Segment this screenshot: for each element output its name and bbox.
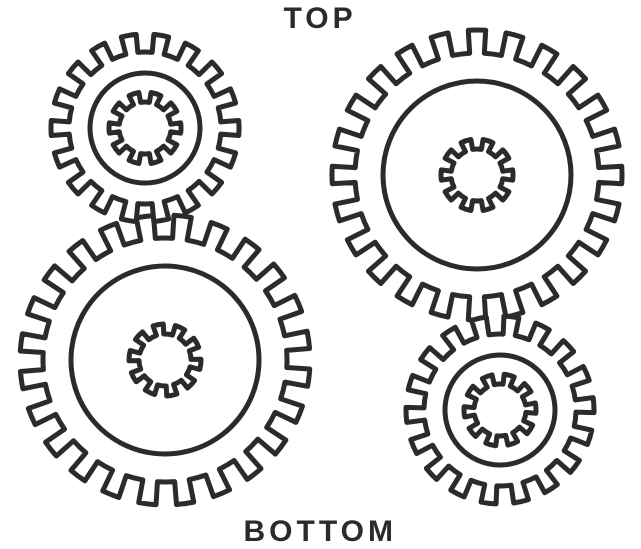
title-bottom: BOTTOM bbox=[244, 515, 397, 549]
gear-diagram: TOP BOTTOM HIGH LOW bbox=[0, 0, 641, 549]
gear-top_left_small bbox=[44, 27, 246, 229]
gear-bottom_right_small bbox=[399, 309, 601, 511]
gear-bottom_left_large bbox=[13, 208, 317, 512]
gear-hub-teeth bbox=[462, 373, 538, 448]
gear-hub-teeth bbox=[109, 93, 181, 164]
gear-hub-teeth bbox=[441, 140, 513, 211]
gear-top_right_large bbox=[325, 23, 629, 327]
